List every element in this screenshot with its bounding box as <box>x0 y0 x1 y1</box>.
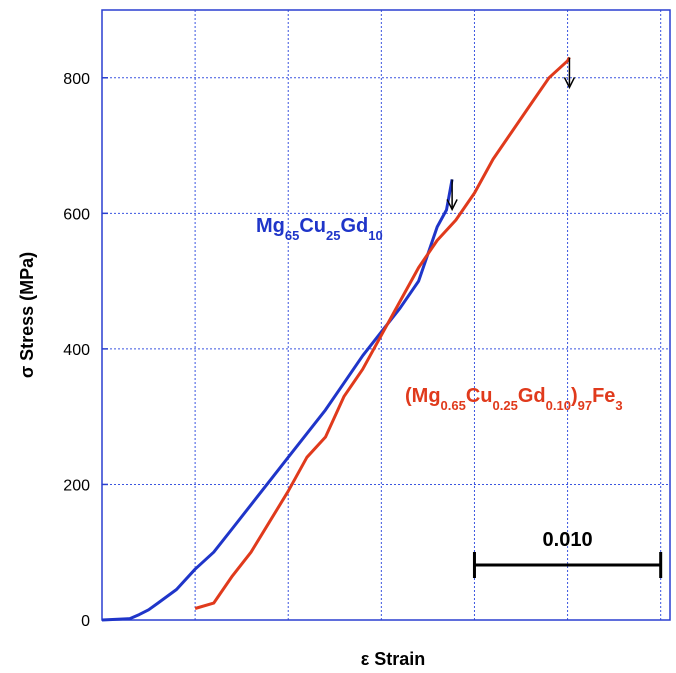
label-text: Cu <box>299 215 326 237</box>
y-tick-label: 400 <box>63 342 90 359</box>
label-subscript: 10 <box>368 228 382 243</box>
fracture-arrow-head-1 <box>563 77 576 90</box>
series-labels: Mg65Cu25Gd10(Mg0.65Cu0.25Gd0.10)97Fe3 <box>256 215 623 413</box>
x-axis-label: ε Strain <box>361 649 426 669</box>
y-tick-label: 0 <box>81 613 90 630</box>
label-subscript: 0.65 <box>441 398 466 413</box>
label-text: ) <box>571 385 578 407</box>
label-subscript: 25 <box>326 228 340 243</box>
y-tick-label: 600 <box>63 206 90 223</box>
label-subscript: 65 <box>285 228 299 243</box>
plot-frame <box>101 9 671 621</box>
series-line-1 <box>194 56 571 610</box>
series-label-1: (Mg0.65Cu0.25Gd0.10)97Fe3 <box>405 385 623 413</box>
label-text: (Mg <box>405 385 441 407</box>
label-text: Cu <box>466 385 493 407</box>
series-label-0: Mg65Cu25Gd10 <box>256 215 383 243</box>
label-subscript: 0.10 <box>546 398 571 413</box>
label-subscript: 3 <box>615 398 622 413</box>
scale-bar: 0.010 <box>472 529 663 578</box>
series-line-0 <box>101 179 454 622</box>
label-text: Gd <box>341 215 369 237</box>
grid <box>102 10 670 620</box>
label-text: Mg <box>256 215 285 237</box>
label-subscript: 0.25 <box>493 398 518 413</box>
series-layer <box>101 56 576 622</box>
scale-bar-label: 0.010 <box>543 529 593 551</box>
fracture-arrow-head-0 <box>446 199 458 212</box>
y-tick-label: 200 <box>63 477 90 494</box>
y-axis-label: σ Stress (MPa) <box>17 252 37 378</box>
label-text: Fe <box>592 385 615 407</box>
label-text: Gd <box>518 385 546 407</box>
label-subscript: 97 <box>578 398 592 413</box>
y-tick-label: 800 <box>63 71 90 88</box>
